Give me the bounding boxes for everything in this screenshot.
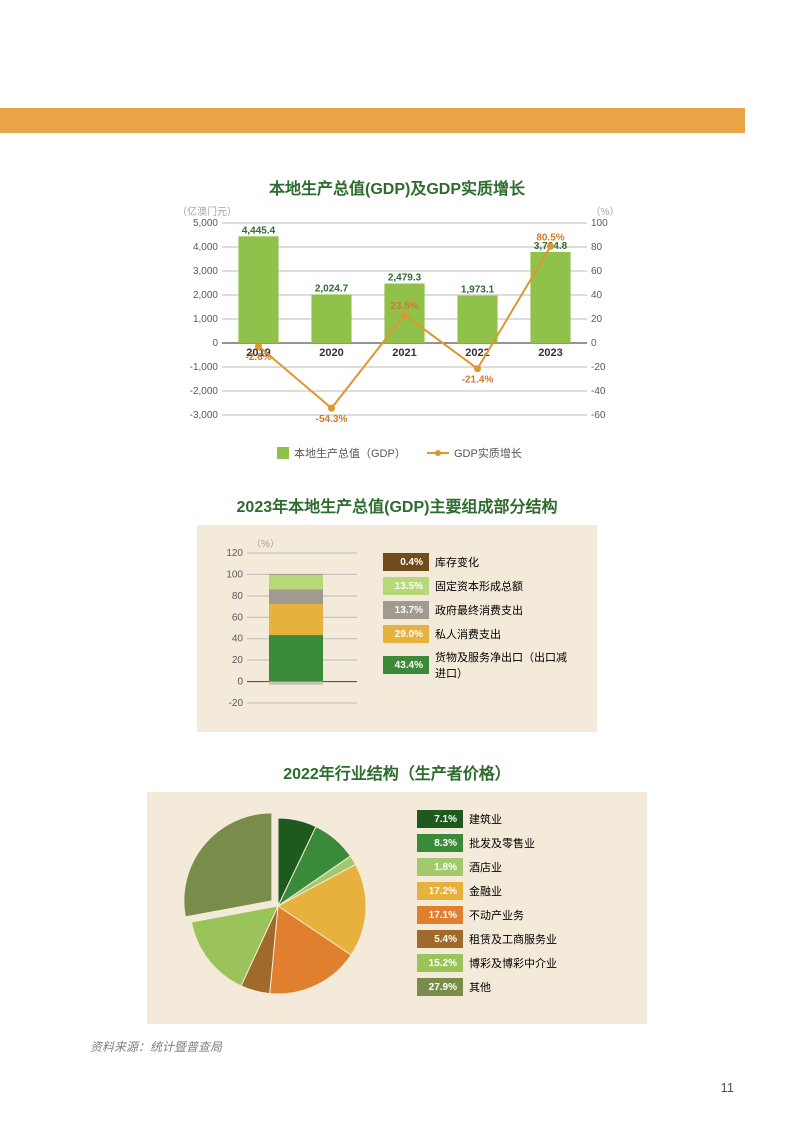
legend-item: 0.4%库存变化 xyxy=(383,553,575,571)
svg-text:20: 20 xyxy=(591,314,603,325)
chart3-legend: 7.1%建筑业 8.3%批发及零售业 1.8%酒店业 17.2%金融业 17.1%不动产… xyxy=(417,810,557,1002)
chart1-title: 本地生产总值(GDP)及GDP实质增长 xyxy=(0,175,794,199)
legend-item: 5.4%租赁及工商服务业 xyxy=(417,930,557,948)
svg-text:23.5%: 23.5% xyxy=(390,301,418,312)
svg-text:2,479.3: 2,479.3 xyxy=(388,272,422,283)
page-content: 本地生产总值(GDP)及GDP实质增长 -3,000 -60 -2,000 -40 -1… xyxy=(0,175,794,1055)
svg-text:60: 60 xyxy=(591,266,603,277)
chart2-legend: 0.4%库存变化 13.5%固定资本形成总额 13.7%政府最终消费支出 29.0%私… xyxy=(383,539,575,687)
svg-text:0: 0 xyxy=(591,338,597,349)
svg-text:3,000: 3,000 xyxy=(193,266,218,277)
legend-item: 17.2%金融业 xyxy=(417,882,557,900)
legend-item: 8.3%批发及零售业 xyxy=(417,834,557,852)
svg-text:2021: 2021 xyxy=(392,347,416,359)
svg-text:-60: -60 xyxy=(591,410,606,421)
legend-item: 43.4%货物及服务净出口（出口减进口） xyxy=(383,649,575,681)
chart3 xyxy=(163,806,393,1006)
svg-text:（%）: （%） xyxy=(251,539,280,550)
svg-text:0: 0 xyxy=(212,338,218,349)
svg-text:80: 80 xyxy=(232,591,244,602)
chart2-panel: （%） -20 0 20 40 60 80 100 120 0.4%库存变化 13.5%固定资本形… xyxy=(197,525,597,732)
svg-text:-40: -40 xyxy=(591,386,606,397)
svg-text:2,000: 2,000 xyxy=(193,290,218,301)
svg-text:4,000: 4,000 xyxy=(193,242,218,253)
chart1: -3,000 -60 -2,000 -40 -1,000 -20 0 0 1,000 20 2,00… xyxy=(167,205,627,465)
legend-item: 17.1%不动产业务 xyxy=(417,906,557,924)
svg-text:80: 80 xyxy=(591,242,603,253)
svg-text:4,445.4: 4,445.4 xyxy=(242,225,276,236)
svg-text:GDP实质增长: GDP实质增长 xyxy=(454,446,522,460)
svg-text:-2,000: -2,000 xyxy=(190,386,219,397)
svg-text:-3,000: -3,000 xyxy=(190,410,219,421)
svg-text:-54.3%: -54.3% xyxy=(316,414,348,425)
chart2: （%） -20 0 20 40 60 80 100 120 xyxy=(213,539,363,714)
svg-text:2023: 2023 xyxy=(538,347,562,359)
legend-item: 1.8%酒店业 xyxy=(417,858,557,876)
page-number: 11 xyxy=(721,1080,735,1095)
svg-text:100: 100 xyxy=(591,218,608,229)
top-banner xyxy=(0,108,745,133)
source-text: 资料来源：统计暨普查局 xyxy=(90,1038,794,1055)
svg-text:1,000: 1,000 xyxy=(193,314,218,325)
legend-item: 13.5%固定资本形成总额 xyxy=(383,577,575,595)
chart2-title: 2023年本地生产总值(GDP)主要组成部分结构 xyxy=(0,493,794,517)
svg-text:2020: 2020 xyxy=(319,347,343,359)
chart3-title: 2022年行业结构（生产者价格） xyxy=(0,760,794,784)
legend-item: 13.7%政府最终消费支出 xyxy=(383,601,575,619)
svg-text:本地生产总值（GDP）: 本地生产总值（GDP） xyxy=(294,446,406,460)
svg-text:40: 40 xyxy=(591,290,603,301)
svg-text:80.5%: 80.5% xyxy=(536,232,564,243)
svg-text:120: 120 xyxy=(226,548,243,559)
legend-item: 15.2%博彩及博彩中介业 xyxy=(417,954,557,972)
svg-text:（%）: （%） xyxy=(591,206,620,218)
svg-text:40: 40 xyxy=(232,634,244,645)
svg-text:100: 100 xyxy=(226,569,243,580)
svg-text:-2.6%: -2.6% xyxy=(245,352,271,363)
chart3-panel: 7.1%建筑业 8.3%批发及零售业 1.8%酒店业 17.2%金融业 17.1%不动产… xyxy=(147,792,647,1024)
svg-text:1,973.1: 1,973.1 xyxy=(461,285,495,296)
legend-item: 27.9%其他 xyxy=(417,978,557,996)
svg-text:-21.4%: -21.4% xyxy=(462,375,494,386)
svg-text:5,000: 5,000 xyxy=(193,218,218,229)
svg-text:（亿澳门元）: （亿澳门元） xyxy=(177,205,237,218)
svg-text:-20: -20 xyxy=(591,362,606,373)
svg-text:20: 20 xyxy=(232,655,244,666)
svg-text:2,024.7: 2,024.7 xyxy=(315,283,349,294)
svg-text:0: 0 xyxy=(237,677,243,688)
svg-text:-20: -20 xyxy=(229,698,244,709)
svg-text:60: 60 xyxy=(232,612,244,623)
svg-text:-1,000: -1,000 xyxy=(190,362,219,373)
legend-item: 29.0%私人消费支出 xyxy=(383,625,575,643)
legend-item: 7.1%建筑业 xyxy=(417,810,557,828)
